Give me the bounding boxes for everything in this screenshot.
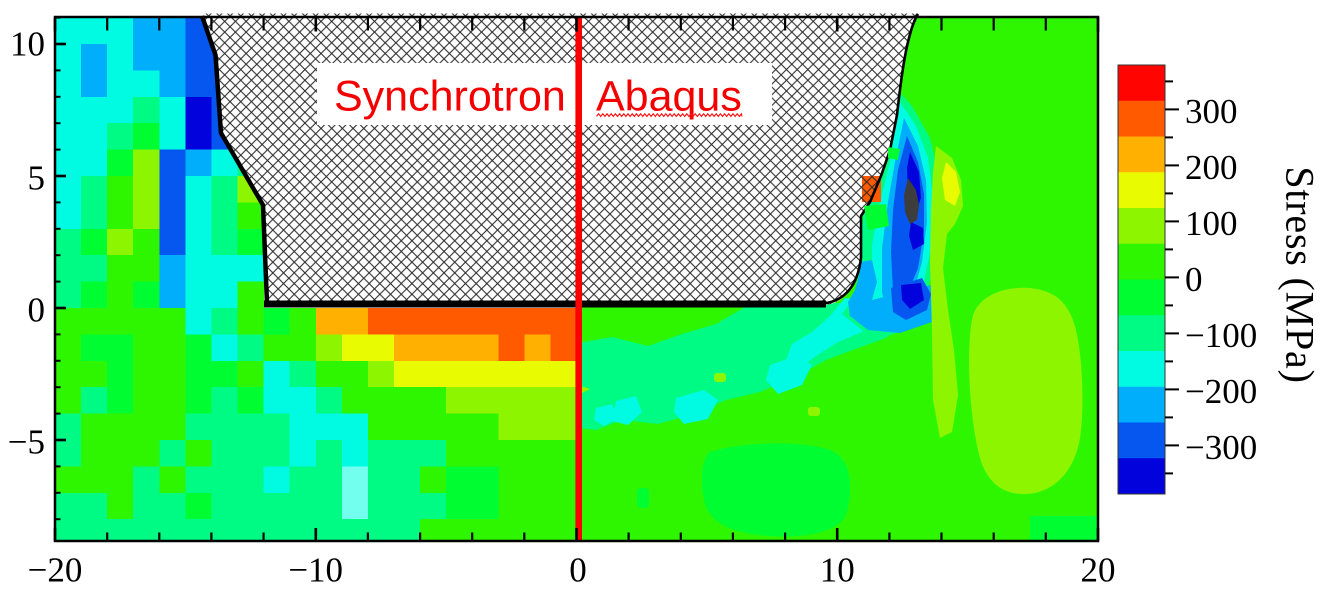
svg-text:5: 5 [28,159,46,198]
svg-text:0: 0 [1185,260,1203,299]
svg-text:−100: −100 [1185,316,1257,355]
svg-text:−300: −300 [1185,428,1257,467]
svg-text:10: 10 [820,551,855,590]
svg-text:Synchrotron: Synchrotron [334,73,566,121]
svg-text:20: 20 [1081,551,1116,590]
svg-text:0: 0 [28,291,46,330]
svg-text:Stress (MPa): Stress (MPa) [1278,166,1323,383]
svg-text:−10: −10 [288,551,343,590]
svg-text:−20: −20 [28,551,83,590]
svg-text:300: 300 [1185,92,1238,131]
svg-text:100: 100 [1185,204,1238,243]
svg-text:0: 0 [569,551,587,590]
svg-text:−5: −5 [8,423,45,462]
svg-text:10: 10 [10,25,45,64]
svg-text:Abaqus: Abaqus [596,73,742,121]
svg-text:−200: −200 [1185,372,1257,411]
svg-text:200: 200 [1185,148,1238,187]
